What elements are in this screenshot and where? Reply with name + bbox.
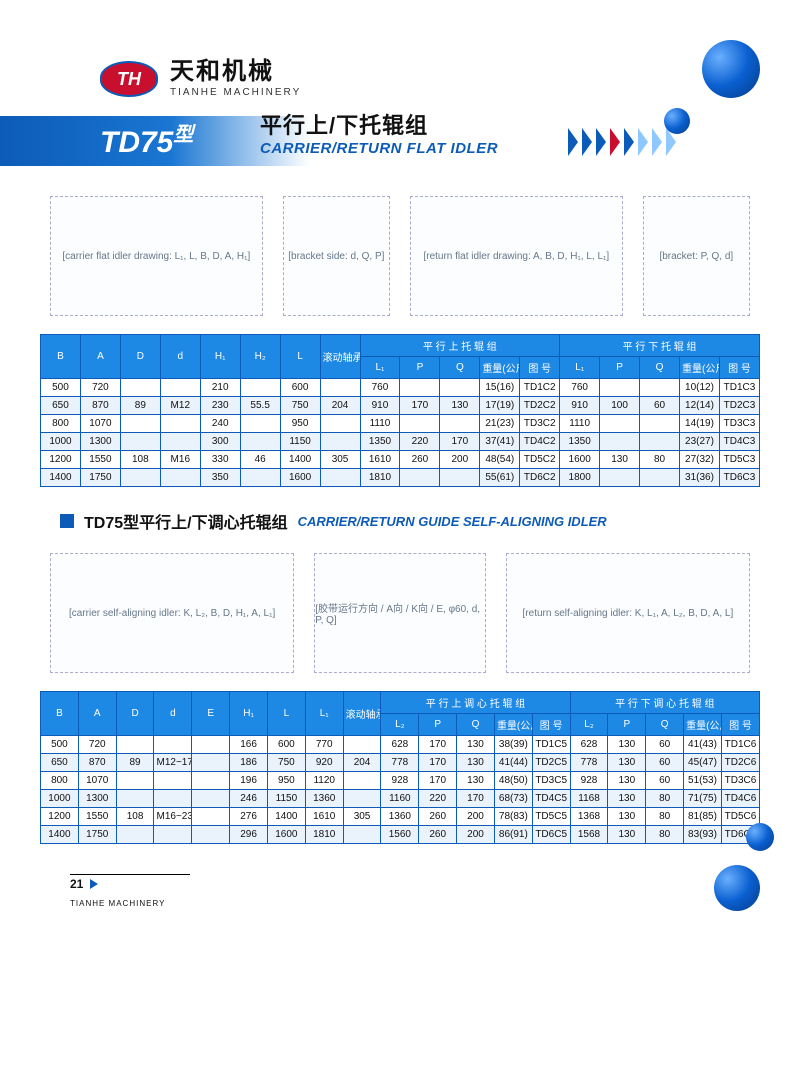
logo: TH 天和机械 TIANHE MACHINERY — [40, 60, 760, 98]
drawing-carrier-flat: [carrier flat idler drawing: L₁, L, B, D… — [50, 196, 263, 316]
section2-en: CARRIER/RETURN GUIDE SELF-ALIGNING IDLER — [298, 514, 607, 529]
section2-cn: TD75型平行上/下调心托辊组 — [84, 509, 288, 533]
drawing-detail-aligning: [胶带运行方向 / A向 / K向 / E, φ60, d, P, Q] — [314, 553, 486, 673]
drawing-return-aligning: [return self-aligning idler: K, L₁, A, L… — [506, 553, 750, 673]
drawings-section-2: [carrier self-aligning idler: K, L₂, B, … — [50, 553, 750, 673]
banner-titles: 平行上/下托辊组 CARRIER/RETURN FLAT IDLER — [260, 108, 498, 157]
drawing-return-flat: [return flat idler drawing: A, B, D, H₁,… — [410, 196, 623, 316]
footer: 21 TIANHE MACHINERY — [40, 874, 760, 911]
drawing-bracket-1: [bracket side: d, Q, P] — [283, 196, 390, 316]
drawing-bracket-2: [bracket: P, Q, d] — [643, 196, 750, 316]
banner-title-en: CARRIER/RETURN FLAT IDLER — [260, 140, 498, 157]
banner-model: TD75型 — [100, 118, 193, 160]
drawings-section-1: [carrier flat idler drawing: L₁, L, B, D… — [50, 196, 750, 316]
decoration-sphere — [702, 40, 760, 98]
banner-chevrons — [568, 128, 680, 156]
decoration-sphere — [746, 823, 774, 851]
logo-text: 天和机械 TIANHE MACHINERY — [170, 60, 301, 98]
heading-square-icon — [60, 514, 74, 528]
decoration-sphere — [714, 865, 760, 911]
logo-en: TIANHE MACHINERY — [170, 88, 301, 98]
table-self-aligning-idler: BADdEH₁LL₁滚动轴承型号平 行 上 调 心 托 辊 组平 行 下 调 心… — [40, 691, 760, 844]
table-flat-idler: BADdH₁H₂L滚动轴承型号平 行 上 托 辊 组平 行 下 托 辊 组L₁P… — [40, 334, 760, 487]
logo-mark: TH — [100, 61, 158, 97]
page: TH 天和机械 TIANHE MACHINERY TD75型 平行上/下托辊组 … — [0, 0, 800, 941]
drawing-carrier-aligning: [carrier self-aligning idler: K, L₂, B, … — [50, 553, 294, 673]
banner-title-cn: 平行上/下托辊组 — [260, 108, 498, 140]
footer-brand: TIANHE MACHINERY — [70, 899, 165, 908]
section2-heading: TD75型平行上/下调心托辊组 CARRIER/RETURN GUIDE SEL… — [60, 509, 760, 533]
title-banner: TD75型 平行上/下托辊组 CARRIER/RETURN FLAT IDLER — [0, 116, 760, 166]
page-number: 21 — [70, 877, 83, 891]
footer-arrow-icon — [90, 879, 98, 889]
logo-cn: 天和机械 — [170, 60, 301, 84]
